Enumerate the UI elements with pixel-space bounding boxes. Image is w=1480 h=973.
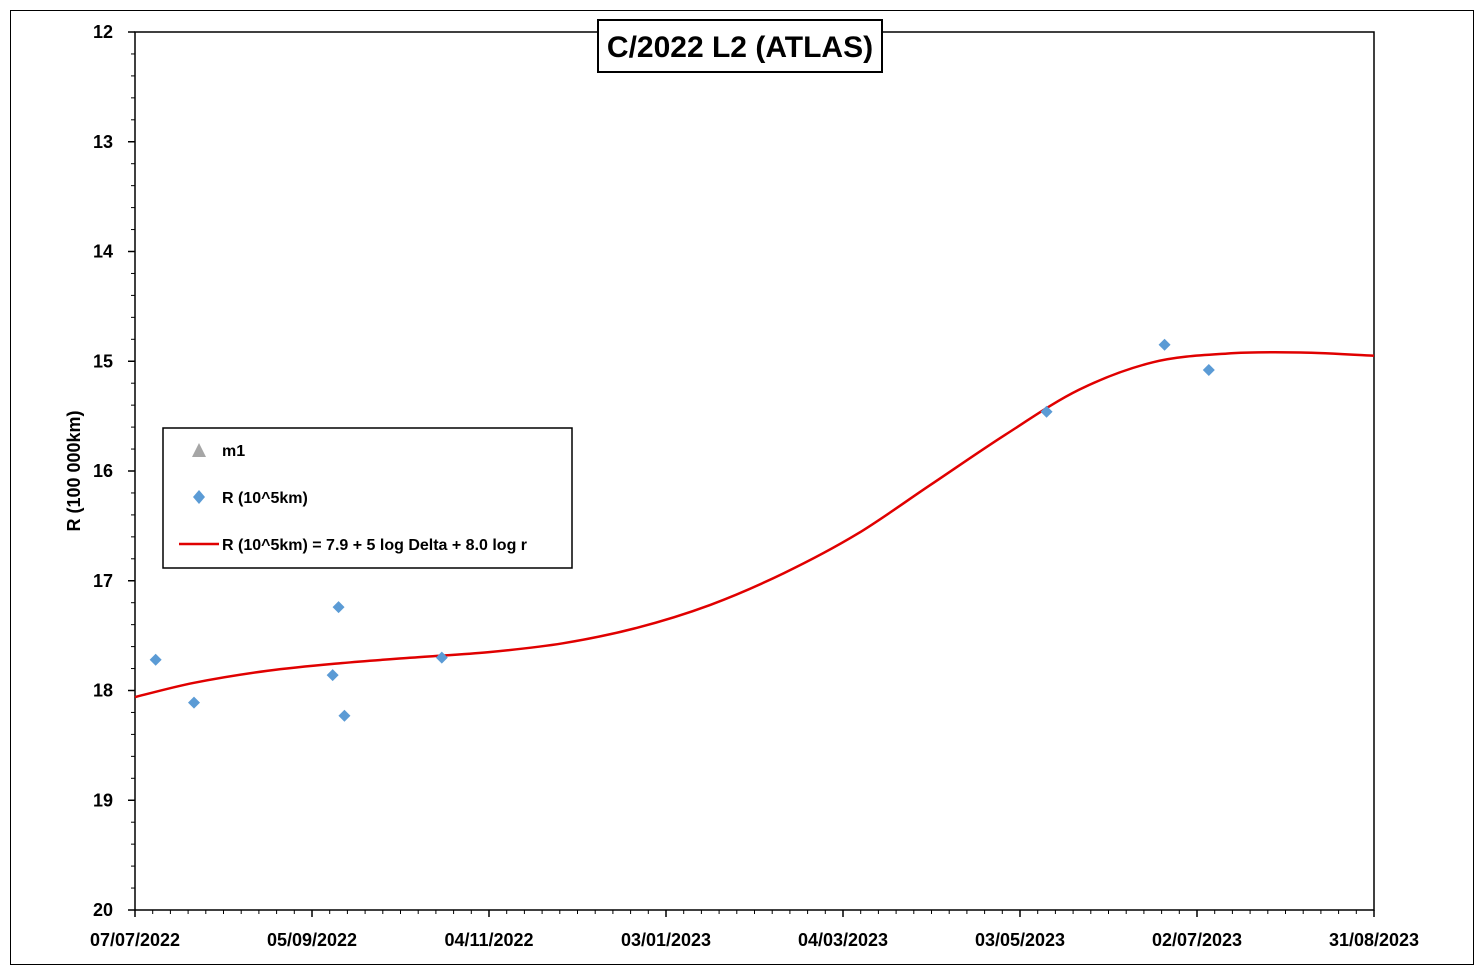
fit-curve-line bbox=[134, 350, 1375, 699]
x-tick-label: 31/08/2023 bbox=[1329, 930, 1419, 950]
x-axis-ticks: 07/07/2022 05/09/2022 04/11/2022 03/01/2023… bbox=[90, 910, 1419, 950]
y-axis-ticks: 12 13 14 15 16 17 18 19 20 bbox=[93, 22, 135, 920]
data-point-diamond bbox=[149, 653, 162, 666]
data-point-diamond bbox=[326, 669, 339, 682]
legend: m1 R (10^5km) R (10^5km) = 7.9 + 5 log D… bbox=[162, 427, 573, 569]
legend-label-r: R (10^5km) bbox=[222, 490, 308, 507]
y-tick-label: 13 bbox=[93, 132, 113, 152]
y-tick-label: 16 bbox=[93, 461, 113, 481]
data-point-diamond bbox=[1202, 364, 1215, 377]
chart-title-box: C/2022 L2 (ATLAS) bbox=[597, 19, 883, 73]
data-point-diamond bbox=[338, 709, 351, 722]
x-tick-label: 04/03/2023 bbox=[798, 930, 888, 950]
y-axis-title: R (100 000km) bbox=[64, 410, 84, 531]
legend-box bbox=[162, 427, 573, 569]
title-border bbox=[597, 19, 883, 73]
x-minor-ticks bbox=[152, 910, 1357, 914]
legend-label-m1: m1 bbox=[222, 443, 245, 460]
chart-title: C/2022 L2 (ATLAS) bbox=[607, 31, 873, 64]
legend-triangle-icon bbox=[192, 443, 206, 457]
x-tick-label: 03/05/2023 bbox=[975, 930, 1065, 950]
y-tick-label: 12 bbox=[93, 22, 113, 42]
y-tick-label: 17 bbox=[93, 571, 113, 591]
x-tick-label: 02/07/2023 bbox=[1152, 930, 1242, 950]
x-tick-label: 04/11/2022 bbox=[444, 930, 533, 950]
y-tick-label: 14 bbox=[93, 242, 113, 262]
data-point-diamond bbox=[188, 696, 200, 709]
data-point-diamond bbox=[1158, 338, 1171, 351]
y-tick-label: 18 bbox=[93, 681, 113, 701]
data-point-diamond bbox=[1040, 405, 1053, 418]
x-tick-label: 05/09/2022 bbox=[267, 930, 357, 950]
data-points-layer bbox=[149, 338, 1215, 722]
chart-frame bbox=[10, 10, 1474, 965]
data-point-diamond bbox=[332, 601, 345, 614]
y-tick-label: 15 bbox=[93, 351, 113, 371]
x-tick-label: 03/01/2023 bbox=[621, 930, 711, 950]
legend-label-fit: R (10^5km) = 7.9 + 5 log Delta + 8.0 log… bbox=[222, 537, 527, 554]
legend-diamond-icon bbox=[193, 490, 205, 504]
x-tick-label: 07/07/2022 bbox=[90, 930, 180, 950]
fit-curve-layer bbox=[134, 350, 1375, 699]
data-point-diamond bbox=[435, 651, 448, 664]
y-tick-label: 20 bbox=[93, 900, 113, 920]
y-minor-ticks bbox=[131, 53, 135, 889]
y-tick-label: 19 bbox=[93, 790, 113, 810]
